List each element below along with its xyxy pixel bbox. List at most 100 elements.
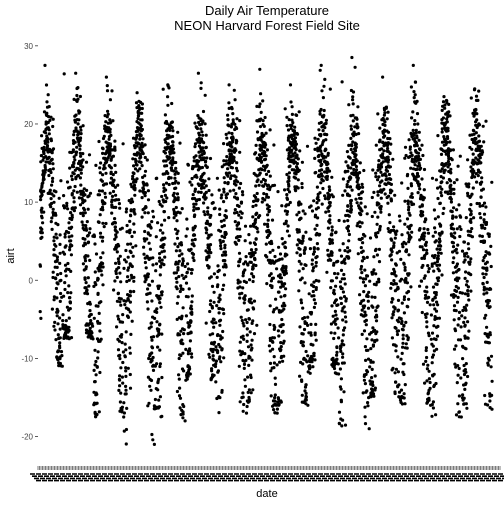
data-point: [351, 140, 355, 144]
data-point: [114, 261, 118, 265]
data-point: [179, 329, 183, 333]
data-point: [296, 157, 300, 161]
data-point: [421, 210, 425, 214]
data-point: [240, 211, 244, 215]
data-point: [419, 279, 424, 283]
data-point: [222, 142, 226, 146]
data-point: [454, 309, 458, 313]
data-point: [58, 316, 62, 320]
data-point: [175, 236, 180, 240]
data-point: [366, 294, 370, 299]
data-point: [108, 127, 112, 131]
data-point: [235, 210, 239, 215]
data-point: [317, 198, 321, 202]
data-point: [293, 187, 297, 191]
data-point: [154, 262, 159, 266]
data-point: [371, 329, 375, 333]
data-point: [241, 271, 245, 275]
data-point: [452, 192, 456, 196]
data-point: [121, 142, 125, 146]
data-point: [269, 394, 273, 398]
data-point: [364, 358, 368, 362]
data-point: [150, 358, 154, 362]
data-point: [71, 150, 75, 154]
data-point: [189, 271, 194, 275]
data-point: [469, 165, 473, 169]
data-point: [47, 173, 51, 178]
data-point: [182, 328, 186, 332]
data-point: [280, 237, 284, 241]
data-point: [427, 267, 431, 271]
data-point: [322, 108, 326, 113]
data-point: [141, 187, 146, 191]
data-point: [331, 314, 335, 318]
data-point: [351, 102, 355, 106]
data-point: [403, 265, 407, 270]
data-point: [373, 374, 377, 378]
data-point: [146, 272, 150, 276]
data-point: [40, 227, 44, 231]
data-point: [204, 133, 208, 137]
data-point: [273, 382, 278, 386]
data-point: [300, 185, 304, 190]
data-point: [238, 234, 242, 239]
data-point: [469, 220, 473, 224]
data-point: [475, 112, 479, 116]
data-point: [122, 429, 126, 433]
data-point: [205, 156, 209, 160]
data-point: [430, 262, 434, 266]
data-point: [204, 145, 208, 149]
data-point: [312, 294, 316, 298]
data-point: [433, 217, 437, 221]
data-point: [474, 172, 478, 176]
data-point: [170, 101, 174, 106]
data-point: [241, 334, 245, 338]
data-point: [279, 341, 283, 345]
data-point: [346, 224, 350, 228]
data-point: [432, 303, 436, 307]
data-point: [91, 337, 95, 341]
data-point: [434, 413, 438, 417]
data-point: [64, 244, 68, 248]
data-point: [49, 205, 53, 209]
data-point: [328, 201, 332, 205]
data-point: [415, 171, 420, 176]
data-point: [58, 341, 62, 345]
data-point: [184, 378, 188, 382]
data-point: [88, 326, 92, 330]
data-point: [317, 233, 321, 237]
data-point: [221, 329, 225, 334]
data-point: [149, 225, 153, 229]
data-point: [221, 265, 226, 269]
data-point: [379, 165, 384, 169]
data-point: [83, 291, 87, 295]
data-point: [348, 249, 352, 253]
data-point: [275, 267, 279, 271]
data-point: [138, 167, 142, 171]
data-point: [456, 323, 460, 327]
data-point: [216, 350, 220, 355]
data-point: [299, 301, 304, 305]
data-point: [365, 370, 370, 374]
data-point: [41, 221, 45, 225]
data-point: [83, 193, 87, 197]
data-point: [48, 161, 52, 165]
data-point: [295, 113, 299, 117]
data-point: [89, 312, 93, 317]
data-point: [294, 172, 298, 176]
data-point: [170, 126, 174, 130]
data-point: [402, 323, 406, 327]
data-point: [283, 188, 287, 192]
data-point: [333, 371, 337, 375]
data-point: [264, 131, 268, 135]
data-point: [462, 363, 466, 368]
data-point: [474, 156, 478, 160]
data-point: [348, 194, 352, 198]
data-point: [137, 104, 141, 108]
data-point: [234, 166, 239, 170]
data-point: [467, 185, 471, 189]
data-point: [135, 91, 139, 95]
data-point: [342, 328, 346, 332]
data-point: [322, 113, 326, 117]
y-tick-label: -20: [21, 433, 33, 442]
